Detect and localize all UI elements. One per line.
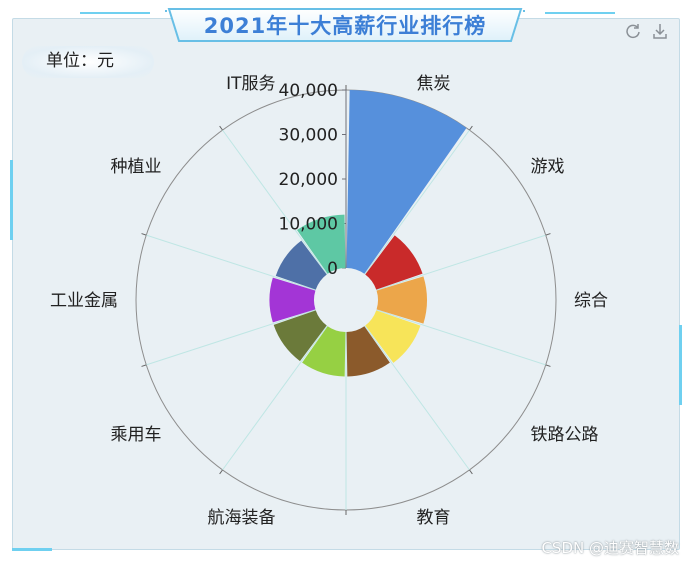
- radius-tick-label: 30,000: [279, 126, 338, 146]
- watermark: CSDN @迪赛智慧数: [541, 539, 679, 557]
- bar-9[interactable]: [275, 240, 327, 290]
- bar-8[interactable]: [269, 277, 316, 323]
- split-line: [222, 129, 328, 275]
- category-label: 工业金属: [50, 291, 118, 311]
- bar-2[interactable]: [365, 235, 423, 290]
- split-line: [364, 129, 470, 275]
- angle-tick: [469, 469, 473, 475]
- category-label: 游戏: [530, 157, 564, 177]
- title-banner: 2021年十大高薪行业排行榜: [165, 7, 525, 45]
- angle-tick: [141, 233, 147, 236]
- split-line: [376, 234, 546, 291]
- radius-tick-label: 20,000: [279, 170, 338, 190]
- bar-3[interactable]: [376, 276, 427, 324]
- title-frame: [165, 8, 525, 42]
- split-line: [364, 325, 470, 471]
- chart-title: 2021年十大高薪行业排行榜: [203, 14, 487, 38]
- bar-10[interactable]: [297, 214, 346, 274]
- radius-tick-label: 0: [327, 259, 338, 279]
- split-line: [146, 234, 316, 291]
- download-icon[interactable]: [651, 22, 669, 40]
- category-label: 航海装备: [208, 508, 276, 528]
- radius-tick-label: 40,000: [279, 81, 338, 101]
- corner-accent-left: [10, 160, 13, 240]
- category-label: 教育: [416, 508, 450, 528]
- category-label: 综合: [574, 291, 608, 311]
- angle-tick: [141, 364, 147, 367]
- angle-tick: [469, 125, 473, 131]
- bar-1[interactable]: [346, 90, 467, 274]
- category-label: 乘用车: [111, 425, 162, 445]
- angle-tick: [545, 364, 551, 367]
- unit-label: 单位：元: [22, 46, 154, 78]
- angle-tick: [219, 125, 223, 131]
- angle-tick: [545, 233, 551, 236]
- split-line: [222, 325, 328, 471]
- category-label: IT服务: [226, 74, 275, 94]
- refresh-icon[interactable]: [624, 22, 642, 40]
- category-label: 焦炭: [416, 74, 450, 94]
- bar-4[interactable]: [365, 310, 421, 363]
- radius-tick-label: 10,000: [279, 215, 338, 235]
- angle-tick: [219, 469, 223, 475]
- category-label: 铁路公路: [530, 425, 598, 445]
- bar-7[interactable]: [273, 310, 327, 362]
- corner-accent-right: [679, 325, 682, 405]
- split-line: [146, 309, 316, 366]
- category-label: 种植业: [111, 157, 162, 177]
- bar-6[interactable]: [302, 326, 346, 377]
- corner-accent-bottom-left: [12, 548, 52, 551]
- corner-accent-top-left: [80, 12, 150, 14]
- bar-5[interactable]: [346, 326, 390, 377]
- corner-accent-top-right: [545, 12, 615, 14]
- split-line: [376, 309, 546, 366]
